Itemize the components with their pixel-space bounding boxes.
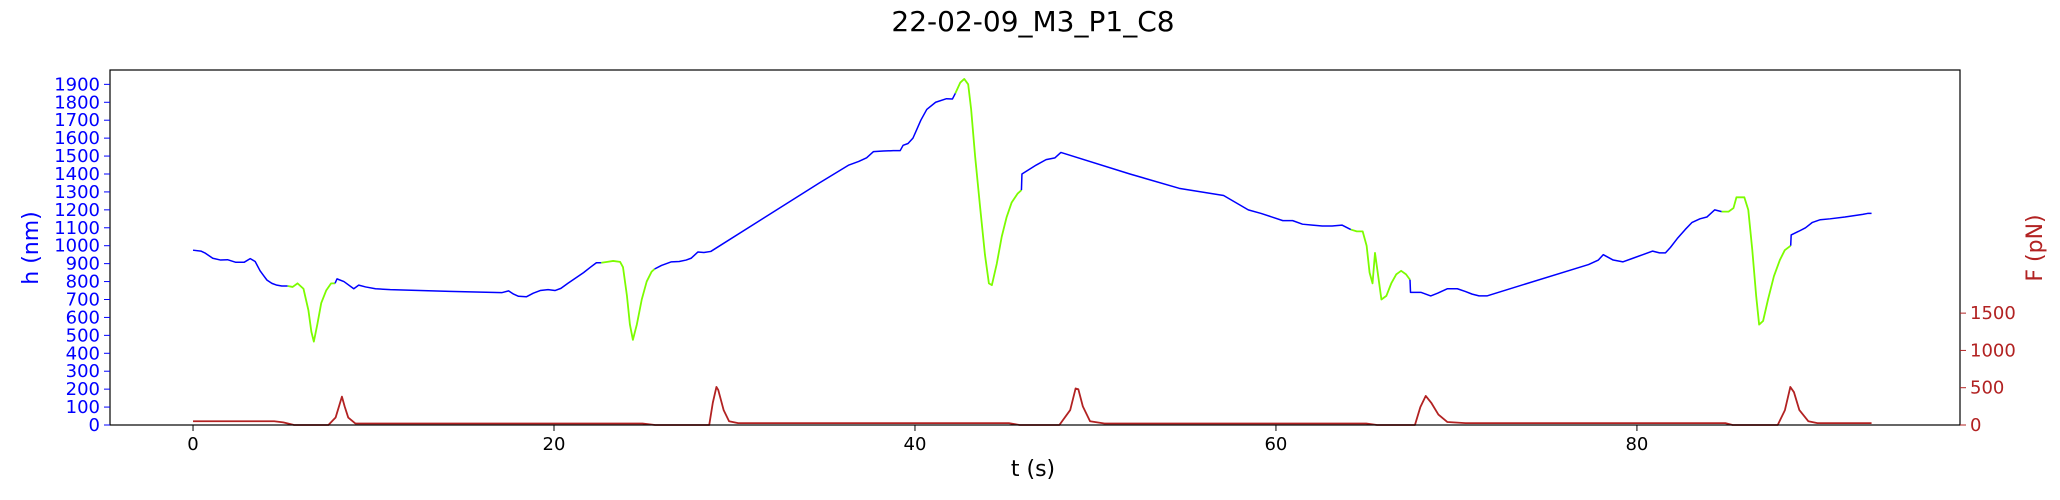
y-left-tick-label: 1500 (54, 146, 100, 167)
y-left-tick-label: 300 (66, 361, 100, 382)
x-tick-label: 40 (904, 434, 927, 455)
y-right-tick-label: 500 (1970, 378, 2004, 399)
plot-lines (192, 78, 1872, 426)
x-tick-label: 60 (1264, 434, 1287, 455)
x-tick-label: 0 (187, 434, 198, 455)
y-right-tick-label: 1500 (1970, 303, 2016, 324)
y-axis-right: 0 500 1000 1500 (1960, 303, 2016, 436)
y-axis-label-right: F (pN) (2023, 214, 2048, 281)
y-left-tick-label: 400 (66, 343, 100, 364)
y-left-tick-label: 1300 (54, 182, 100, 203)
y-left-tick-label: 1400 (54, 164, 100, 185)
height-line-segment-8 (1409, 209, 1722, 297)
y-right-tick-label: 1000 (1970, 340, 2016, 361)
height-line-highlight-segment-3 (601, 260, 656, 341)
y-left-tick-label: 600 (66, 307, 100, 328)
height-line-segment-4 (654, 92, 957, 270)
y-left-tick-label: 800 (66, 272, 100, 293)
y-left-tick-label: 1200 (54, 200, 100, 221)
y-left-tick-label: 700 (66, 289, 100, 310)
x-tick-label: 20 (543, 434, 566, 455)
x-axis-label: t (s) (1011, 457, 1055, 482)
y-right-tick-label: 0 (1970, 415, 1981, 436)
x-tick-label: 80 (1625, 434, 1648, 455)
height-line-highlight-segment-5 (954, 78, 1023, 287)
y-left-tick-label: 1900 (54, 74, 100, 95)
plot-frame (109, 69, 1961, 426)
y-left-tick-label: 1000 (54, 236, 100, 257)
height-line-segment-6 (1020, 151, 1352, 231)
height-line-segment-0 (192, 249, 288, 287)
height-line-highlight-segment-9 (1721, 196, 1792, 326)
height-line-segment-10 (1789, 212, 1872, 246)
y-left-tick-label: 0 (89, 415, 100, 436)
height-line-highlight-segment-1 (287, 282, 336, 343)
y-axis-left: 0100200300400500600700800900100011001200… (54, 74, 110, 436)
y-left-tick-label: 900 (66, 254, 100, 275)
chart-title: 22-02-09_M3_P1_C8 (891, 5, 1174, 38)
x-axis: 0 20 40 60 80 (187, 425, 1648, 455)
y-left-tick-label: 1100 (54, 218, 100, 239)
y-axis-label-left: h (nm) (19, 211, 44, 284)
y-left-tick-label: 100 (66, 397, 100, 418)
height-line-highlight-segment-7 (1350, 228, 1411, 301)
y-left-tick-label: 1800 (54, 92, 100, 113)
y-left-tick-label: 200 (66, 379, 100, 400)
force-line (193, 386, 1872, 426)
y-left-tick-label: 500 (66, 325, 100, 346)
height-line-segment-2 (334, 261, 602, 298)
y-left-tick-label: 1600 (54, 128, 100, 149)
y-left-tick-label: 1700 (54, 110, 100, 131)
